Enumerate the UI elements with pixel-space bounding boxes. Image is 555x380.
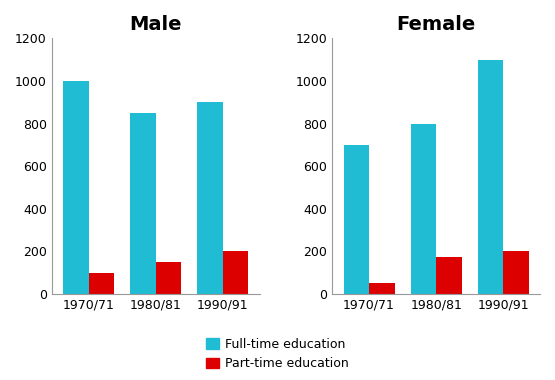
Title: Female: Female [396,15,476,34]
Bar [63,81,89,294]
Bar [369,283,395,294]
Title: Male: Male [129,15,182,34]
Bar [130,113,155,294]
Legend: Full-time education, Part-time education: Full-time education, Part-time education [203,334,352,374]
Bar [411,124,436,294]
Bar [197,102,223,294]
Bar [436,256,462,294]
Bar [344,145,369,294]
Bar [503,251,528,294]
Bar [89,272,114,294]
Bar [223,251,248,294]
Bar [155,262,181,294]
Bar [478,60,503,294]
